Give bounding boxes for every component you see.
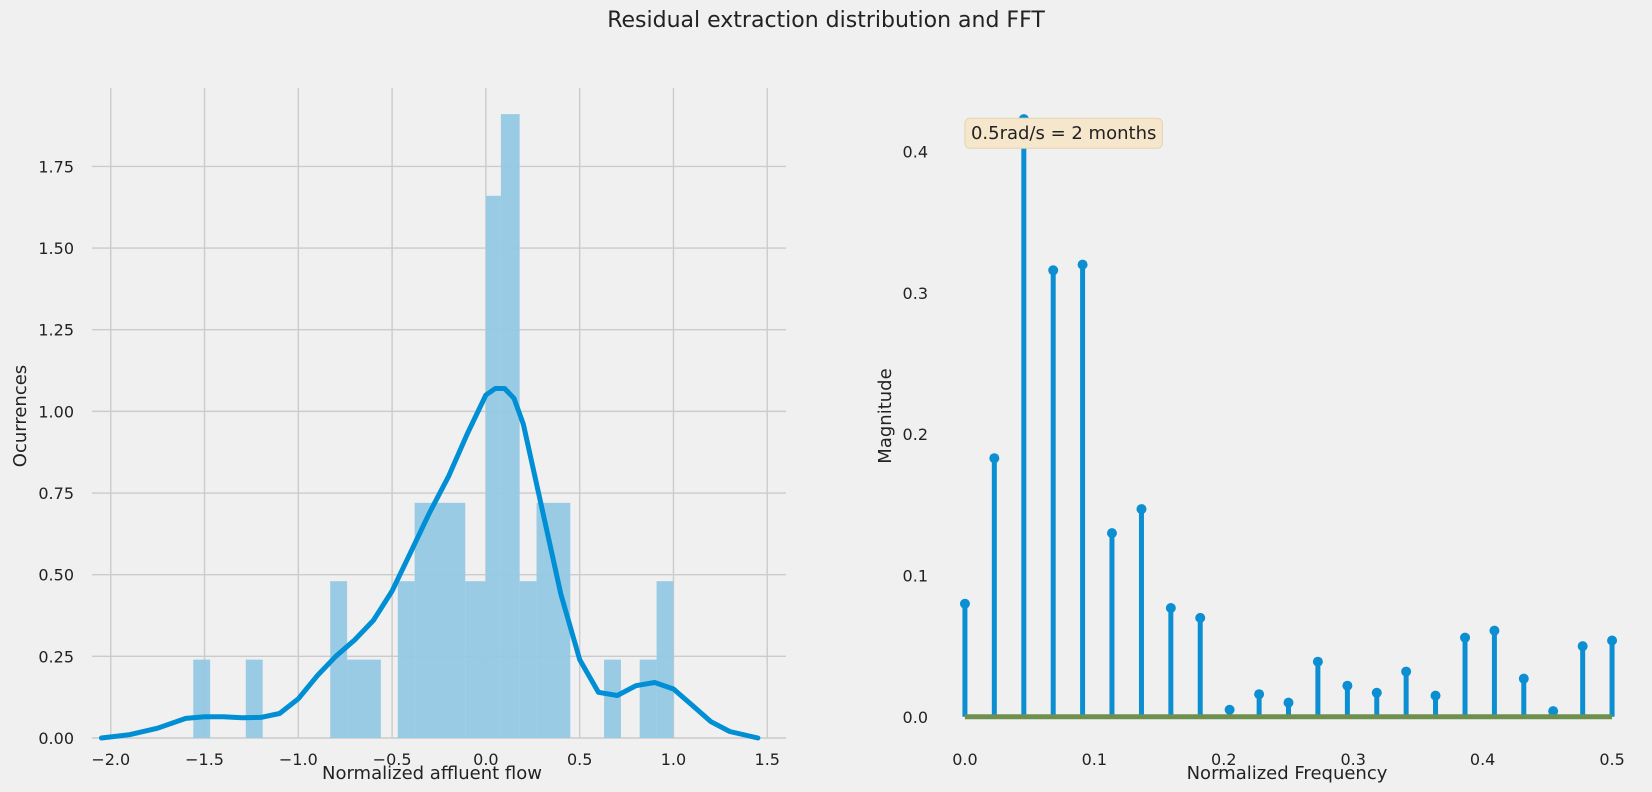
- fft-stems: [959, 114, 1618, 717]
- fft-y-tick-label: 0.4: [903, 143, 928, 162]
- histogram-bar: [465, 581, 486, 738]
- histogram-bar: [656, 581, 674, 738]
- stem-marker: [1460, 632, 1471, 643]
- histogram-bar: [193, 659, 211, 738]
- stem-marker: [1254, 689, 1265, 700]
- histogram-y-tick-label: 0.00: [38, 729, 74, 748]
- stem-marker: [1312, 656, 1323, 667]
- histogram-y-tick-label: 0.75: [38, 484, 74, 503]
- stem-marker: [1283, 697, 1294, 708]
- figure-title: Residual extraction distribution and FFT: [607, 8, 1045, 33]
- histogram-plot: −2.0 −1.5 −1.0 −0.5 0.0 0.5 1.0 1.5 0.00 0.25 0.5…: [10, 88, 786, 784]
- histogram-x-tick-label: 0.5: [567, 750, 592, 769]
- histogram-y-tick-label: 0.25: [38, 647, 74, 666]
- fft-ylabel: Magnitude: [875, 368, 896, 463]
- histogram-bar: [414, 502, 466, 738]
- stem-marker: [1165, 603, 1176, 613]
- stem-marker: [1195, 612, 1206, 623]
- histogram-x-tick-label: −2.0: [91, 750, 130, 769]
- stem-marker: [1342, 680, 1353, 691]
- histogram-bar: [536, 502, 571, 738]
- histogram-bar: [604, 659, 621, 738]
- stem-marker: [1518, 673, 1529, 684]
- histogram-y-tick-label: 1.75: [38, 157, 74, 176]
- fft-y-ticks: 0.0 0.1 0.2 0.3 0.4: [903, 143, 928, 727]
- stem-marker: [1136, 504, 1147, 515]
- stem-marker: [1548, 706, 1559, 717]
- histogram-y-tick-label: 0.50: [38, 566, 74, 585]
- histogram-x-tick-label: −1.5: [185, 750, 224, 769]
- stem-marker: [1430, 690, 1441, 701]
- fft-x-ticks: 0.0 0.1 0.2 0.3 0.4 0.5: [952, 750, 1625, 769]
- fft-x-tick-label: 0.2: [1211, 750, 1236, 769]
- annotation-text: 0.5rad/s = 2 months: [971, 123, 1156, 144]
- stem-marker: [1224, 704, 1235, 715]
- annotation-box: [964, 117, 1163, 149]
- histogram-xlabel: Normalized affluent flow: [322, 763, 542, 784]
- histogram-x-tick-label: −0.5: [373, 750, 412, 769]
- fft-x-tick-label: 0.0: [952, 750, 977, 769]
- stem-marker: [989, 453, 1000, 464]
- histogram-bar: [500, 114, 520, 738]
- histogram-x-ticks: −2.0 −1.5 −1.0 −0.5 0.0 0.5 1.0 1.5: [91, 750, 780, 769]
- stem-marker: [1489, 625, 1500, 636]
- histogram-kde: [98, 386, 761, 741]
- fft-annotation: 0.5rad/s = 2 months: [964, 117, 1163, 149]
- histogram-bar: [397, 581, 415, 738]
- histogram-y-tick-label: 1.00: [38, 402, 74, 421]
- stem-marker: [1106, 528, 1117, 539]
- histogram-y-tick-label: 1.25: [38, 321, 74, 340]
- histogram-bar: [485, 195, 501, 738]
- histogram-x-tick-label: 1.0: [661, 750, 686, 769]
- fft-y-tick-label: 0.1: [903, 567, 928, 586]
- histogram-bar: [639, 659, 657, 738]
- fft-y-tick-label: 0.3: [903, 284, 928, 303]
- histogram-bars: [193, 114, 674, 738]
- histogram-bar: [330, 581, 348, 738]
- fft-y-tick-label: 0.2: [903, 425, 928, 444]
- stem-marker: [1401, 666, 1412, 677]
- histogram-bar: [519, 581, 537, 738]
- fft-x-tick-label: 0.4: [1470, 750, 1495, 769]
- stem-marker: [1048, 265, 1059, 276]
- fft-stem-plot: 0.0 0.1 0.2 0.3 0.4 0.5 0.0 0.1 0.2 0.3 0.4 0.5ra…: [875, 114, 1625, 784]
- stem-marker: [1371, 687, 1382, 698]
- fft-x-tick-label: 0.3: [1340, 750, 1365, 769]
- histogram-x-tick-label: 0.0: [473, 750, 498, 769]
- stem-marker: [1577, 641, 1588, 652]
- fft-xlabel: Normalized Frequency: [1187, 763, 1388, 784]
- kde-line: [98, 386, 761, 741]
- stem-marker: [1077, 259, 1088, 270]
- stem-marker: [1607, 635, 1618, 646]
- fft-x-tick-label: 0.5: [1599, 750, 1624, 769]
- histogram-bar: [347, 659, 381, 738]
- histogram-x-tick-label: 1.5: [755, 750, 780, 769]
- histogram-ylabel: Ocurrences: [10, 365, 31, 467]
- histogram-y-tick-label: 1.50: [38, 239, 74, 258]
- histogram-x-tick-label: −1.0: [279, 750, 318, 769]
- stem-marker: [959, 598, 970, 609]
- histogram-y-ticks: 0.00 0.25 0.50 0.75 1.00 1.25 1.50 1.75: [38, 157, 74, 748]
- fft-y-tick-label: 0.0: [903, 708, 928, 727]
- histogram-bar: [245, 659, 263, 738]
- fft-x-tick-label: 0.1: [1082, 750, 1107, 769]
